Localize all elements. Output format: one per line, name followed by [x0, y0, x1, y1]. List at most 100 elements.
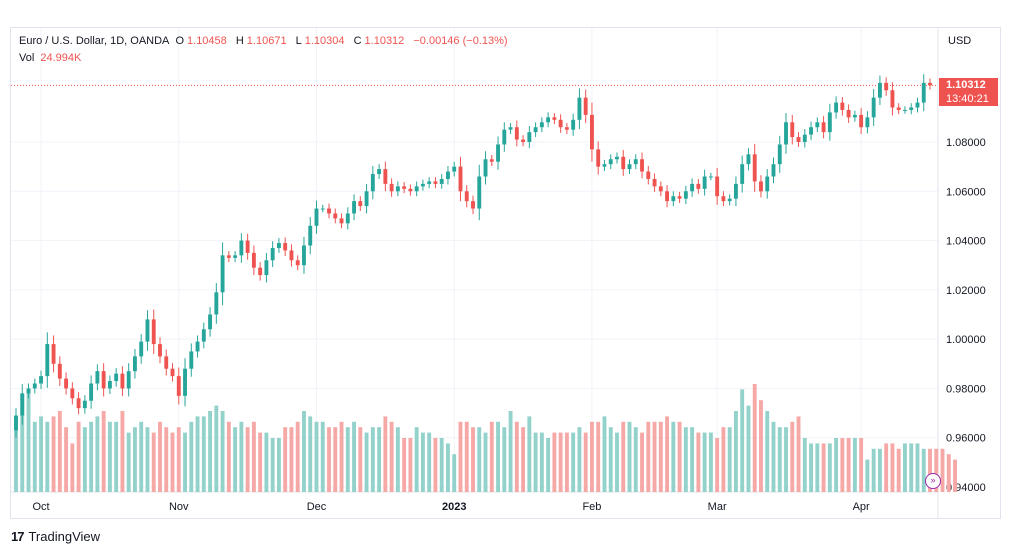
volume-bar — [809, 443, 813, 492]
candle-body — [126, 371, 131, 389]
y-tick-label: 1.06000 — [946, 186, 986, 198]
x-tick-label: Nov — [169, 501, 189, 513]
volume-bar — [339, 421, 344, 492]
candle-body — [496, 144, 500, 162]
candle-body — [120, 373, 125, 389]
candle-body — [921, 82, 926, 103]
open-value: O 1.10458 — [175, 35, 227, 47]
volume-bar — [458, 421, 463, 492]
volume-bar — [859, 438, 864, 492]
volume-bar — [264, 432, 269, 492]
candle-body — [840, 102, 845, 110]
volume-bar — [364, 432, 369, 492]
volume-bar — [283, 427, 288, 492]
candle-body — [915, 102, 920, 108]
brand[interactable]: 17 TradingView — [11, 529, 100, 544]
volume-bar — [821, 443, 826, 492]
volume-bar — [608, 427, 613, 492]
volume-bar — [865, 459, 870, 492]
candle-body — [558, 119, 563, 128]
candle-body — [683, 191, 688, 199]
volume-bar — [345, 427, 350, 492]
chart-frame[interactable] — [10, 27, 1001, 519]
volume-bar — [164, 427, 169, 492]
volume-bar — [652, 421, 657, 492]
tradingview-logo-icon: 17 — [11, 529, 25, 544]
candle-body — [815, 122, 820, 128]
volume-bar — [596, 421, 601, 492]
candle-body — [402, 186, 407, 189]
candle-body — [665, 191, 670, 202]
candle-body — [877, 82, 882, 98]
volume-bar — [740, 389, 745, 492]
candle-body — [696, 183, 701, 189]
currency-label[interactable]: USD — [948, 35, 972, 47]
volume-bar — [715, 438, 720, 492]
volume-bar — [514, 421, 519, 492]
go-to-realtime-icon[interactable]: » — [925, 473, 941, 489]
candle-body — [608, 159, 613, 165]
candle-body — [721, 196, 726, 202]
volume-bar — [408, 438, 413, 492]
candle-body — [746, 154, 751, 165]
y-tick-label: 1.00000 — [946, 334, 986, 346]
volume-bar — [220, 411, 225, 492]
candle-body — [446, 171, 450, 179]
volume-bar — [727, 427, 732, 492]
vol-label[interactable]: Vol — [19, 52, 35, 64]
volume-bar — [270, 438, 275, 492]
volume-bar — [32, 421, 37, 492]
volume-bar — [708, 432, 713, 492]
candle-body — [671, 196, 676, 202]
volume-bar — [896, 448, 901, 492]
candle-body — [302, 245, 306, 266]
volume-bar — [539, 432, 544, 492]
volume-bar — [439, 438, 444, 492]
volume-bar — [640, 432, 644, 492]
volume-bar — [251, 421, 256, 492]
volume-bar — [101, 411, 106, 492]
candle-body — [590, 114, 594, 150]
volume-bar — [114, 421, 119, 492]
candle-body — [201, 329, 206, 342]
y-tick-label: 0.96000 — [946, 433, 986, 445]
candle-body — [821, 122, 826, 133]
volume-bar — [139, 421, 144, 492]
candle-body — [765, 176, 770, 192]
candle-body — [646, 171, 651, 179]
candle-body — [439, 178, 444, 184]
volume-bar — [26, 389, 31, 492]
volume-bar — [239, 421, 244, 492]
candle-body — [727, 198, 732, 202]
volume-bar — [233, 427, 238, 492]
volume-bar — [20, 394, 25, 492]
candle-body — [183, 368, 187, 396]
symbol-title[interactable]: Euro / U.S. Dollar, 1D, OANDA — [19, 35, 170, 47]
volume-bar — [214, 405, 219, 492]
volume-bar — [765, 411, 770, 492]
volume-bar — [452, 454, 457, 492]
candle-body — [640, 159, 644, 172]
volume-bar — [558, 432, 563, 492]
volume-bar — [258, 432, 263, 492]
candle-body — [652, 178, 657, 187]
candle-body — [508, 127, 513, 130]
candle-body — [220, 255, 225, 293]
volume-bar — [790, 421, 795, 492]
candle-body — [571, 119, 576, 130]
volume-bar — [289, 427, 294, 492]
volume-bar — [302, 411, 306, 492]
candle-body — [615, 156, 619, 160]
y-tick-label: 1.02000 — [946, 285, 986, 297]
volume-bar — [583, 432, 588, 492]
volume-bar — [483, 432, 488, 492]
volume-bar — [95, 416, 100, 492]
y-tick-label: 0.94000 — [946, 482, 986, 494]
candle-body — [158, 344, 162, 357]
candle-body — [690, 183, 695, 192]
candle-body — [101, 371, 106, 389]
volume-bar — [201, 416, 206, 492]
volume-bar — [14, 416, 18, 492]
volume-bar — [633, 427, 638, 492]
